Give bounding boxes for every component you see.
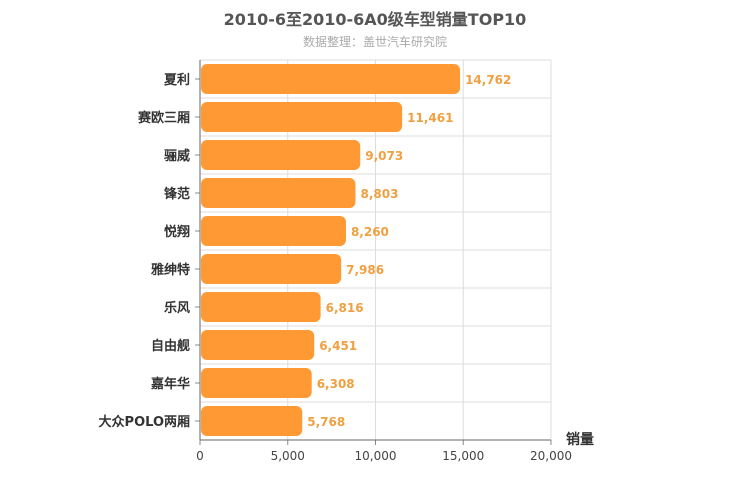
bar[interactable]: [201, 330, 315, 360]
data-label: 8,803: [360, 187, 398, 201]
bar[interactable]: [201, 102, 403, 132]
x-tick-label: 20,000: [530, 449, 572, 463]
category-label: 锋范: [164, 186, 190, 202]
chart-title: 2010-6至2010-6A0级车型销量TOP10: [223, 10, 527, 29]
value-axis-label: 销量: [566, 431, 594, 448]
labels: 0 5,000 10,000 15,000 20,000 夏利 14,762 赛欧三厢 11,4…: [99, 72, 572, 463]
chart-subtitle: 数据整理：盖世汽车研究院: [302, 35, 447, 49]
data-label: 9,073: [365, 149, 403, 163]
x-tick-label: 5,000: [271, 449, 305, 463]
category-label: 悦翔: [164, 224, 190, 240]
data-label: 8,260: [351, 225, 389, 239]
x-tick-label: 10,000: [355, 449, 397, 463]
data-label: 6,816: [326, 301, 364, 315]
bar[interactable]: [201, 406, 303, 436]
bar[interactable]: [201, 254, 342, 284]
bar[interactable]: [201, 216, 346, 246]
data-label: 11,461: [407, 111, 453, 125]
category-label: 骊威: [164, 148, 190, 164]
category-label: 雅绅特: [151, 262, 190, 278]
data-label: 7,986: [346, 263, 384, 277]
axes: [195, 60, 552, 445]
data-label: 6,308: [317, 377, 355, 391]
category-label: 自由舰: [151, 338, 190, 354]
category-label: 赛欧三厢: [137, 110, 190, 126]
x-tick-label: 0: [196, 449, 204, 463]
bar[interactable]: [201, 140, 361, 170]
bar[interactable]: [201, 292, 321, 322]
bar[interactable]: [201, 368, 312, 398]
category-label: 夏利: [163, 72, 190, 88]
category-label: 大众POLO两厢: [99, 414, 190, 430]
bar[interactable]: [201, 178, 356, 208]
bar[interactable]: [201, 64, 461, 94]
category-label: 乐风: [164, 300, 190, 316]
data-label: 14,762: [465, 73, 511, 87]
data-label: 6,451: [319, 339, 357, 353]
category-label: 嘉年华: [150, 376, 190, 392]
bar-series: [201, 64, 461, 436]
x-tick-label: 15,000: [442, 449, 484, 463]
data-label: 5,768: [307, 415, 345, 429]
